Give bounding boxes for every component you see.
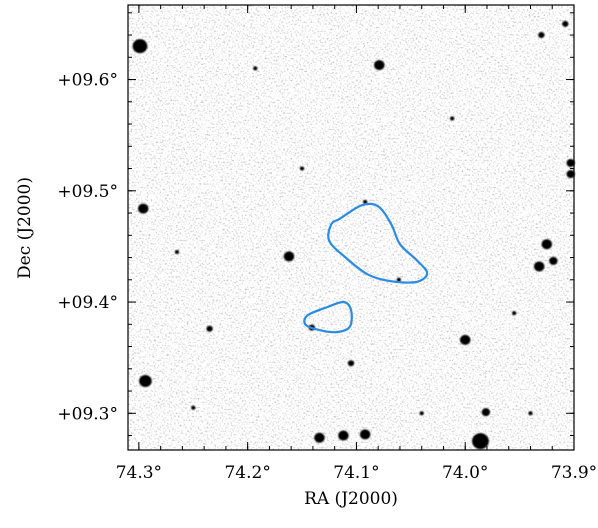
image-area [128,5,575,450]
source-30 [528,411,533,416]
contour-large [327,202,429,284]
source-27 [191,405,196,410]
source-16 [541,239,553,250]
source-26 [450,116,455,121]
source-25 [419,411,424,416]
source-4 [206,325,213,332]
plot-frame [127,4,575,451]
source-22 [562,20,569,27]
contours [303,202,429,334]
y-tick-label: +09.5° [57,182,118,202]
source-14 [472,433,489,450]
source-19 [566,158,575,167]
source-28 [512,311,517,316]
source-1 [132,39,148,54]
y-tick-label: +09.4° [57,293,118,313]
source-11 [374,60,385,71]
y-axis-label: Dec (J2000) [15,177,35,279]
contour-small [303,300,353,334]
source-21 [538,32,545,39]
point-sources [132,20,575,450]
x-axis-label: RA (J2000) [304,489,398,509]
source-23 [253,66,258,71]
tick-labels: 74.3° 74.2° 74.1° 74.0° 73.9° +09.6° +09.5° +09… [57,71,597,483]
y-tick-label: +09.3° [57,404,118,424]
source-7 [314,432,325,443]
source-24 [174,249,180,254]
source-15 [481,408,491,417]
source-10 [347,360,355,367]
x-tick-label: 74.0° [442,463,488,483]
source-5 [283,251,295,262]
y-tick-label: +09.6° [57,71,118,91]
source-13 [459,334,471,345]
x-tick-label: 74.3° [116,463,162,483]
axis-ticks [128,5,575,450]
source-17 [533,261,545,272]
x-tick-label: 73.9° [551,463,597,483]
source-12 [396,277,401,282]
source-31 [363,199,368,204]
source-2 [137,203,149,214]
noise-texture [128,5,574,450]
x-tick-label: 74.2° [224,463,270,483]
source-9 [359,429,371,440]
source-18 [549,256,558,265]
source-29 [299,166,305,171]
source-20 [566,170,575,179]
source-3 [139,375,152,388]
x-tick-label: 74.1° [333,463,379,483]
source-8 [338,430,349,441]
